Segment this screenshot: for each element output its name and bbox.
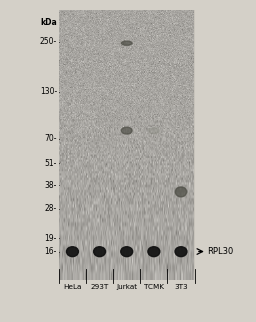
Ellipse shape: [121, 247, 133, 257]
Text: HeLa: HeLa: [63, 284, 82, 290]
Text: 51-: 51-: [45, 158, 57, 167]
Ellipse shape: [67, 247, 78, 257]
Text: 3T3: 3T3: [174, 284, 188, 290]
Text: 293T: 293T: [90, 284, 109, 290]
Ellipse shape: [175, 187, 187, 197]
Text: 250-: 250-: [40, 37, 57, 46]
Text: TCMK: TCMK: [144, 284, 164, 290]
Text: kDa: kDa: [40, 18, 57, 27]
Ellipse shape: [94, 247, 105, 257]
Text: 28-: 28-: [45, 204, 57, 213]
Text: 16-: 16-: [45, 247, 57, 256]
Ellipse shape: [121, 127, 132, 134]
Text: 70-: 70-: [45, 134, 57, 143]
Text: RPL30: RPL30: [208, 247, 234, 256]
Ellipse shape: [175, 247, 187, 257]
Ellipse shape: [121, 41, 132, 45]
Ellipse shape: [149, 128, 159, 134]
Text: 130-: 130-: [40, 87, 57, 96]
Ellipse shape: [148, 247, 160, 257]
Text: 38-: 38-: [45, 181, 57, 190]
Text: Jurkat: Jurkat: [116, 284, 137, 290]
Text: 19-: 19-: [45, 234, 57, 243]
